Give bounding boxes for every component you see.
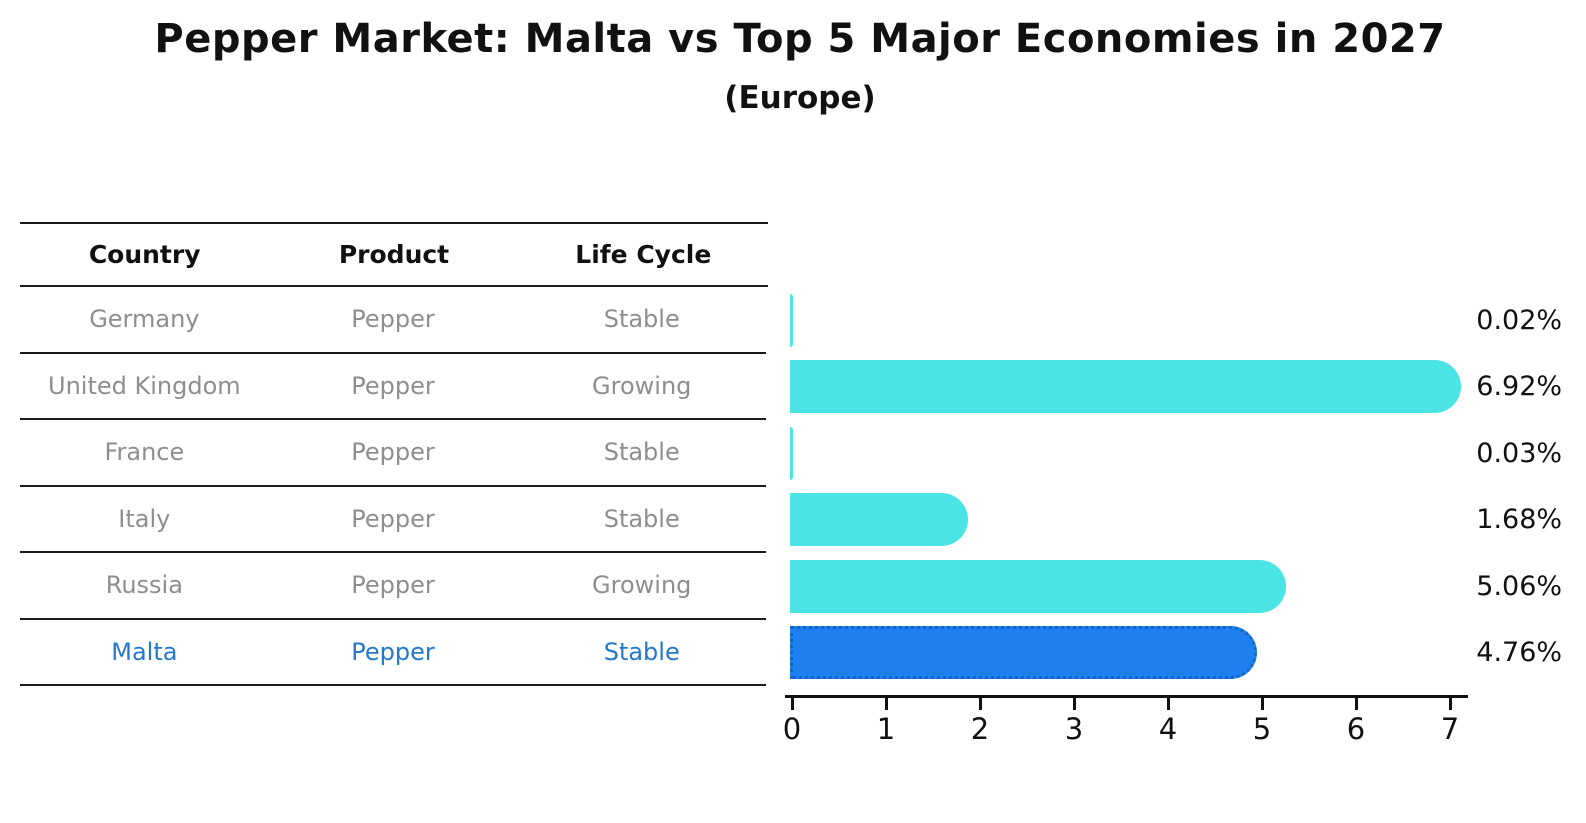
- lifecycle-cell: Stable: [603, 438, 680, 467]
- x-tick: [979, 698, 982, 710]
- x-tick: [1261, 698, 1264, 710]
- x-tick-label: 6: [1346, 712, 1366, 746]
- lifecycle-cell: Growing: [592, 371, 692, 400]
- product-cell: Pepper: [351, 305, 435, 334]
- bar-value-label: 0.02%: [1476, 304, 1563, 336]
- bar-track: [790, 620, 1464, 687]
- table-and-bars: Germany Pepper Stable 0.02% United Kingd…: [0, 287, 1586, 686]
- table-row-cells: France Pepper Stable: [20, 420, 767, 487]
- country-cell: Russia: [105, 571, 183, 600]
- column-header-lifecycle: Life Cycle: [575, 240, 712, 269]
- bar: [790, 559, 1286, 613]
- page-subtitle: (Europe): [724, 80, 876, 116]
- x-tick: [1167, 698, 1170, 710]
- column-header-product: Product: [338, 240, 450, 269]
- x-tick-label: 0: [782, 712, 802, 746]
- bar: [790, 626, 1258, 680]
- bar-track: [790, 553, 1464, 620]
- x-tick: [791, 698, 794, 710]
- x-tick-label: 1: [876, 712, 896, 746]
- bar-value-label: 6.92%: [1476, 371, 1563, 403]
- country-cell: United Kingdom: [48, 371, 241, 400]
- lifecycle-cell: Stable: [603, 305, 680, 334]
- table-row-cells: Germany Pepper Stable: [20, 287, 767, 354]
- country-cell: France: [104, 438, 185, 467]
- x-tick: [1449, 698, 1452, 710]
- table-row-cells: United Kingdom Pepper Growing: [20, 354, 767, 420]
- table-row: France Pepper Stable 0.03%: [0, 420, 1586, 487]
- table-row: Russia Pepper Growing 5.06%: [0, 553, 1586, 620]
- table-row: Italy Pepper Stable 1.68%: [0, 487, 1586, 554]
- x-axis: 0 1 2 3 4 5 6 7: [783, 695, 1468, 746]
- table-row: Malta Pepper Stable 4.76%: [0, 620, 1586, 687]
- product-cell: Pepper: [351, 438, 435, 467]
- x-tick-label: 7: [1440, 712, 1460, 746]
- table-row: Germany Pepper Stable 0.02%: [0, 287, 1586, 354]
- bar-value-label: 4.76%: [1476, 637, 1563, 669]
- lifecycle-cell: Growing: [592, 571, 692, 600]
- table-row: United Kingdom Pepper Growing 6.92%: [0, 354, 1586, 421]
- table-row-cells: Russia Pepper Growing: [20, 553, 767, 620]
- bar-track: [790, 487, 1464, 554]
- product-cell: Pepper: [351, 571, 435, 600]
- bar-value-label: 1.68%: [1476, 504, 1563, 536]
- table-header-row: Country Product Life Cycle: [0, 222, 1586, 287]
- lifecycle-cell: Stable: [603, 504, 680, 533]
- bar-value-label: 5.06%: [1476, 570, 1563, 602]
- product-cell: Pepper: [351, 637, 435, 666]
- page-title: Pepper Market: Malta vs Top 5 Major Econ…: [154, 16, 1446, 62]
- bar-value-label: 0.03%: [1476, 437, 1563, 469]
- x-tick-label: 2: [970, 712, 990, 746]
- lifecycle-cell: Stable: [603, 637, 680, 666]
- bar-track: [790, 354, 1464, 421]
- x-tick: [885, 698, 888, 710]
- country-cell: Germany: [89, 305, 200, 334]
- column-header-country: Country: [88, 240, 201, 269]
- table-header: Country Product Life Cycle: [20, 222, 768, 287]
- chart-content: Country Product Life Cycle Germany Peppe…: [0, 222, 1586, 686]
- product-cell: Pepper: [351, 504, 435, 533]
- x-tick-label: 4: [1158, 712, 1178, 746]
- x-tick: [1355, 698, 1358, 710]
- product-cell: Pepper: [351, 371, 435, 400]
- table-row-cells: Malta Pepper Stable: [20, 620, 767, 686]
- country-cell: Malta: [111, 637, 178, 666]
- table-row-cells: Italy Pepper Stable: [20, 487, 767, 553]
- x-tick-label: 3: [1064, 712, 1084, 746]
- bar: [790, 360, 1461, 414]
- bar: [790, 493, 968, 547]
- bar-track: [790, 287, 1464, 354]
- bar: [790, 426, 794, 480]
- x-tick-label: 5: [1252, 712, 1272, 746]
- x-tick: [1073, 698, 1076, 710]
- bar: [790, 293, 794, 347]
- country-cell: Italy: [118, 504, 171, 533]
- bar-track: [790, 420, 1464, 487]
